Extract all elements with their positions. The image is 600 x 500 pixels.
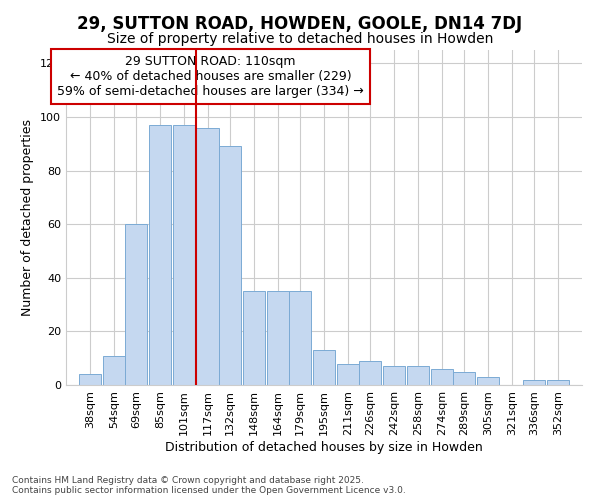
Bar: [266, 291, 289, 385]
X-axis label: Distribution of detached houses by size in Howden: Distribution of detached houses by size …: [165, 440, 483, 454]
Text: 29 SUTTON ROAD: 110sqm
← 40% of detached houses are smaller (229)
59% of semi-de: 29 SUTTON ROAD: 110sqm ← 40% of detached…: [57, 55, 364, 98]
Bar: [383, 366, 405, 385]
Bar: [431, 369, 453, 385]
Bar: [359, 361, 382, 385]
Y-axis label: Number of detached properties: Number of detached properties: [22, 119, 34, 316]
Text: 29, SUTTON ROAD, HOWDEN, GOOLE, DN14 7DJ: 29, SUTTON ROAD, HOWDEN, GOOLE, DN14 7DJ: [77, 15, 523, 33]
Bar: [196, 128, 219, 385]
Text: Size of property relative to detached houses in Howden: Size of property relative to detached ho…: [107, 32, 493, 46]
Text: Contains HM Land Registry data © Crown copyright and database right 2025.
Contai: Contains HM Land Registry data © Crown c…: [12, 476, 406, 495]
Bar: [453, 372, 475, 385]
Bar: [289, 291, 311, 385]
Bar: [173, 125, 195, 385]
Bar: [547, 380, 569, 385]
Bar: [79, 374, 101, 385]
Bar: [125, 224, 147, 385]
Bar: [313, 350, 335, 385]
Bar: [523, 380, 545, 385]
Bar: [337, 364, 359, 385]
Bar: [477, 377, 499, 385]
Bar: [149, 125, 171, 385]
Bar: [407, 366, 429, 385]
Bar: [219, 146, 241, 385]
Bar: [243, 291, 265, 385]
Bar: [103, 356, 125, 385]
